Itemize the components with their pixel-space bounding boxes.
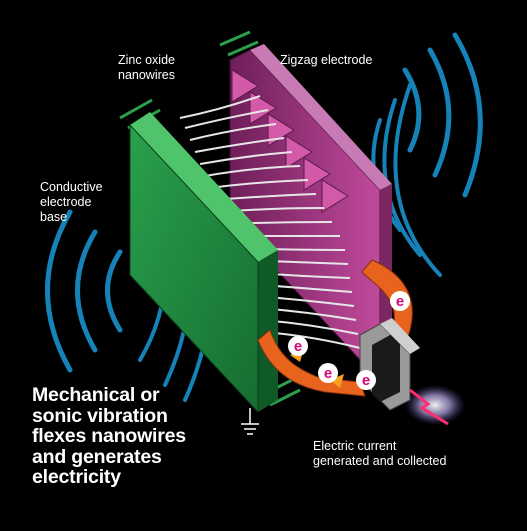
ground-symbol	[241, 408, 259, 435]
svg-text:e: e	[324, 365, 332, 382]
electron-icon: e	[356, 370, 376, 390]
svg-text:e: e	[396, 293, 404, 310]
zigzag-electrode	[229, 44, 392, 361]
electric-current-label: Electric current generated and collected	[313, 439, 447, 468]
zinc-oxide-nanowires-label: Zinc oxide nanowires	[118, 53, 175, 82]
svg-text:e: e	[294, 338, 302, 355]
current-collector	[359, 318, 420, 411]
conductive-electrode-base	[129, 112, 278, 414]
electron-markers: e e e e	[288, 291, 410, 390]
svg-text:e: e	[362, 372, 370, 389]
zigzag-electrode-label: Zigzag electrode	[280, 53, 373, 67]
lightning-spark-icon	[405, 385, 465, 426]
headline: Mechanical or sonic vibration flexes nan…	[32, 384, 186, 488]
electron-icon: e	[390, 291, 410, 311]
electron-icon: e	[318, 363, 338, 383]
conductive-electrode-base-label: Conductive electrode base	[40, 180, 103, 224]
electron-icon: e	[288, 336, 308, 356]
